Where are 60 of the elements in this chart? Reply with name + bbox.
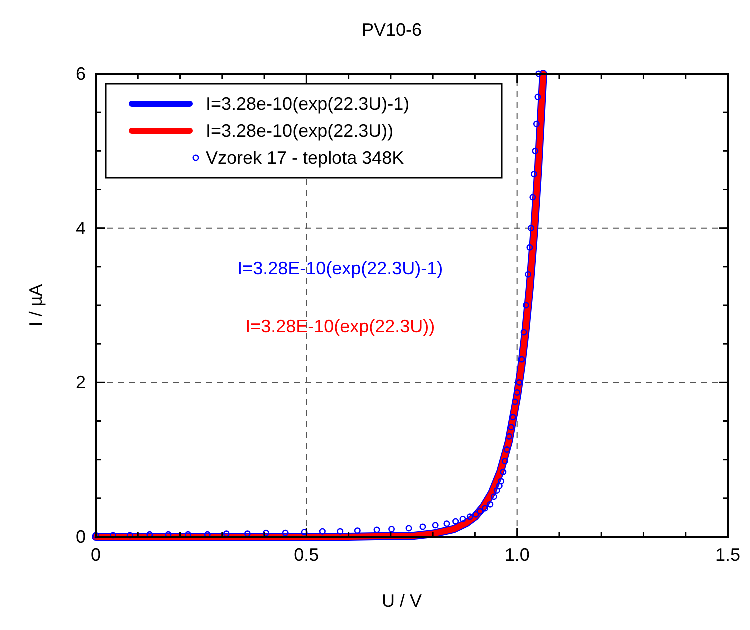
point xyxy=(518,356,526,363)
point xyxy=(319,528,326,535)
point xyxy=(500,468,507,476)
point xyxy=(498,478,505,485)
point xyxy=(432,522,439,529)
point xyxy=(337,528,344,535)
point xyxy=(525,271,532,278)
x-axis-title: U / V xyxy=(382,591,422,611)
point xyxy=(534,94,542,100)
point xyxy=(496,482,503,490)
point xyxy=(388,526,396,533)
point xyxy=(516,379,523,386)
point xyxy=(528,225,534,232)
point xyxy=(444,520,450,528)
chart-title: PV10-6 xyxy=(362,20,422,40)
x-tick-label: 1.0 xyxy=(504,545,530,565)
point xyxy=(374,526,380,534)
point xyxy=(520,329,528,336)
point xyxy=(477,508,484,515)
point xyxy=(472,511,480,518)
point xyxy=(354,528,361,534)
x-tick-label: 0 xyxy=(90,545,102,565)
point xyxy=(526,244,534,251)
point xyxy=(460,516,466,522)
point xyxy=(522,302,530,309)
point xyxy=(530,171,538,178)
point xyxy=(487,501,494,508)
point xyxy=(502,458,508,465)
point xyxy=(504,446,510,454)
annotation: I=3.28E-10(exp(22.3U)) xyxy=(246,316,436,336)
point xyxy=(512,398,518,406)
point xyxy=(514,389,521,396)
point xyxy=(452,518,460,525)
y-tick-label: 0 xyxy=(76,527,86,547)
legend-label: Vzorek 17 - teplota 348K xyxy=(206,148,404,168)
point xyxy=(282,530,289,536)
point xyxy=(494,487,500,494)
x-tick-label: 0.5 xyxy=(294,545,320,565)
legend-label: I=3.28e-10(exp(22.3U)) xyxy=(206,121,394,141)
x-tick-label: 1.5 xyxy=(715,545,741,565)
point xyxy=(536,70,542,78)
point xyxy=(301,529,308,536)
point xyxy=(508,424,515,431)
point xyxy=(533,120,540,128)
y-axis-title: I / µA xyxy=(26,284,46,327)
point xyxy=(530,194,536,201)
point xyxy=(262,530,270,536)
point xyxy=(420,524,426,530)
legend-label: I=3.28e-10(exp(22.3U)-1) xyxy=(206,94,410,114)
point xyxy=(406,525,412,532)
point xyxy=(490,494,498,500)
annotation: I=3.28E-10(exp(22.3U)-1) xyxy=(238,258,444,278)
point xyxy=(510,414,516,421)
point xyxy=(466,514,474,520)
point xyxy=(532,148,539,154)
y-tick-label: 6 xyxy=(76,64,86,84)
y-tick-label: 4 xyxy=(76,218,86,238)
point xyxy=(506,433,513,440)
y-tick-label: 2 xyxy=(76,372,86,393)
point xyxy=(482,505,489,512)
